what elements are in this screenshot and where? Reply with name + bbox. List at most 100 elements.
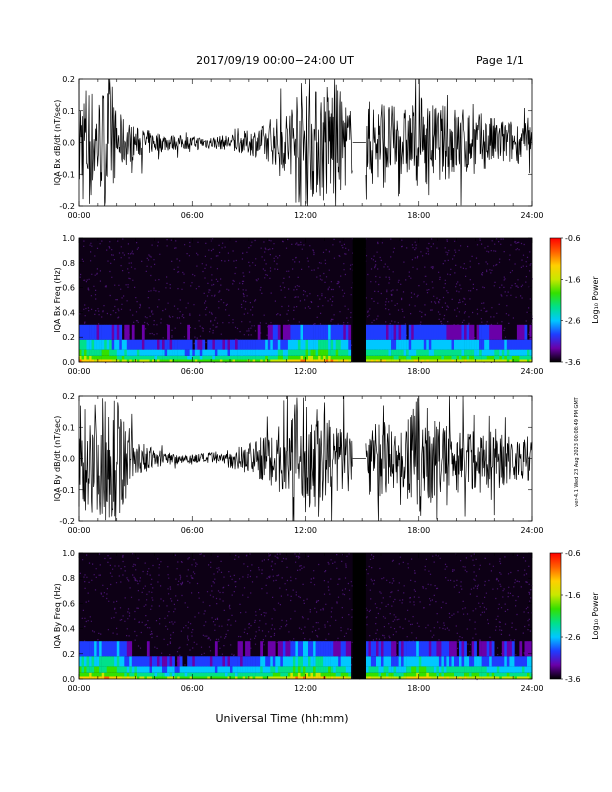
power-cell	[443, 676, 447, 679]
power-cell	[265, 666, 268, 673]
power-cell	[101, 641, 105, 657]
power-cell	[197, 676, 201, 679]
power-cell	[114, 666, 117, 673]
power-cell	[308, 656, 311, 667]
power-cell	[159, 672, 163, 677]
power-cell	[489, 324, 492, 340]
power-cell	[464, 656, 467, 667]
power-cell	[423, 349, 427, 356]
power-cell	[94, 676, 97, 679]
power-cell	[247, 339, 251, 350]
power-cell	[408, 656, 412, 667]
power-cell	[466, 355, 470, 360]
power-cell	[204, 349, 208, 356]
power-cell	[104, 355, 107, 360]
power-cell	[388, 339, 392, 350]
power-cell	[305, 656, 309, 667]
power-cell	[519, 641, 523, 657]
power-cell	[240, 349, 243, 356]
power-cell	[431, 355, 435, 360]
power-cell	[295, 349, 299, 356]
power-cell	[325, 324, 329, 340]
power-cell	[300, 641, 304, 657]
power-cell	[114, 656, 117, 667]
power-cell	[116, 324, 120, 340]
power-cell	[516, 666, 520, 673]
power-cell	[131, 349, 135, 356]
power-cell	[194, 355, 198, 360]
power-cell	[481, 666, 485, 673]
power-cell	[348, 656, 352, 667]
power-cell	[504, 666, 508, 673]
x-tick-label: 00:00	[67, 211, 90, 220]
power-cell	[219, 672, 223, 677]
power-cell	[79, 672, 82, 677]
power-cell	[119, 666, 123, 673]
power-cell	[275, 339, 279, 350]
power-cell	[240, 656, 243, 667]
power-cell	[116, 349, 120, 356]
power-cell	[194, 349, 198, 356]
y-tick-label: -0.1	[59, 486, 75, 495]
power-cell	[272, 359, 276, 362]
power-cell	[119, 656, 123, 667]
power-cell	[250, 676, 253, 679]
power-cell	[471, 355, 475, 360]
power-cell	[292, 355, 296, 360]
power-cell	[438, 324, 442, 340]
power-cell	[272, 349, 276, 356]
power-cell	[443, 339, 447, 350]
power-cell	[124, 324, 128, 340]
power-cell	[461, 676, 465, 679]
power-cell	[275, 355, 279, 360]
power-cell	[456, 672, 460, 677]
power-cell	[433, 676, 437, 679]
power-cell	[225, 666, 228, 673]
power-cell	[303, 359, 306, 362]
power-cell	[272, 676, 276, 679]
power-cell	[144, 666, 148, 673]
power-cell	[511, 339, 515, 350]
power-cell	[519, 672, 523, 677]
colorbar-tick-label: -0.6	[565, 549, 581, 558]
power-cell	[141, 656, 145, 667]
x-tick-label: 18:00	[407, 526, 430, 535]
power-cell	[459, 359, 462, 362]
power-cell	[136, 676, 140, 679]
power-cell	[96, 324, 100, 340]
power-cell	[114, 355, 117, 360]
power-cell	[240, 666, 243, 673]
power-cell	[403, 324, 407, 340]
power-cell	[109, 359, 112, 362]
power-cell	[456, 359, 460, 362]
power-cell	[124, 349, 128, 356]
power-cell	[521, 355, 525, 360]
power-cell	[519, 324, 523, 340]
power-cell	[411, 359, 414, 362]
power-cell	[275, 676, 279, 679]
power-cell	[194, 672, 198, 677]
power-cell	[443, 324, 447, 340]
power-cell	[179, 359, 183, 362]
power-cell	[292, 359, 296, 362]
power-cell	[124, 359, 128, 362]
power-cell	[328, 324, 331, 340]
power-cell	[172, 656, 175, 667]
power-cell	[235, 656, 238, 667]
power-cell	[212, 359, 216, 362]
power-cell	[521, 672, 525, 677]
power-cell	[308, 339, 311, 350]
power-cell	[252, 349, 256, 356]
power-cell	[184, 676, 188, 679]
power-cell	[280, 676, 284, 679]
power-cell	[197, 656, 201, 667]
x-tick-label: 24:00	[520, 684, 543, 693]
power-cell	[489, 656, 492, 667]
power-cell	[96, 339, 100, 350]
power-cell	[227, 359, 231, 362]
colorbar-label: Log₁₀ Power	[591, 592, 600, 640]
power-cell	[250, 359, 253, 362]
power-cell	[79, 324, 82, 340]
power-cell	[295, 672, 299, 677]
